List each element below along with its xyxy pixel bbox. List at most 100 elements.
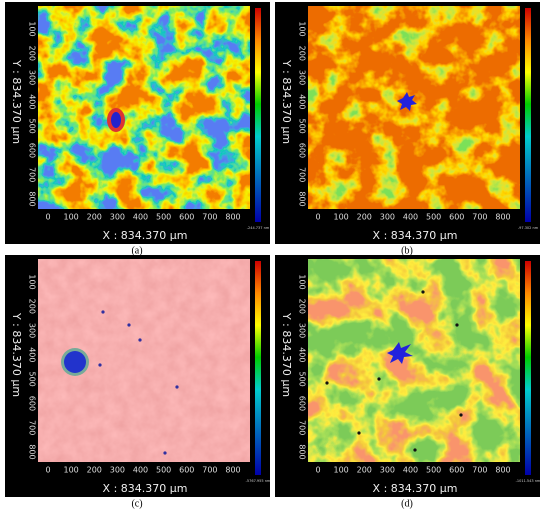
x-tick-label: 300 xyxy=(110,213,125,222)
color-bar xyxy=(525,261,531,475)
pit xyxy=(138,338,142,342)
y-tick-label: 700 xyxy=(28,167,37,182)
y-tick-label: 200 xyxy=(298,46,307,61)
pit xyxy=(175,385,179,389)
y-tick-label: 500 xyxy=(28,372,37,387)
y-tick-label: 300 xyxy=(28,70,37,85)
y-tick-label: 100 xyxy=(28,21,37,36)
x-tick-label: 600 xyxy=(449,213,464,222)
y-tick-label: 600 xyxy=(28,396,37,411)
x-tick-label: 100 xyxy=(333,213,348,222)
x-tick-label: 500 xyxy=(156,466,171,475)
x-tick-label: 200 xyxy=(87,466,102,475)
panels: -244.737 nm 0 100 200 300 400 500 600 700 800 100 2… xyxy=(5,2,541,509)
x-tick-label: 0 xyxy=(315,466,320,475)
pit xyxy=(421,290,425,294)
y-tick-label: 400 xyxy=(28,347,37,362)
y-tick-label: 600 xyxy=(298,143,307,158)
y-tick-label: 600 xyxy=(298,396,307,411)
x-tick-label: 300 xyxy=(380,466,395,475)
x-tick-label: 300 xyxy=(380,213,395,222)
scale-min: -97.302 nm xyxy=(518,226,539,230)
pit xyxy=(98,363,102,367)
defect xyxy=(64,351,86,373)
x-tick-label: 500 xyxy=(426,466,441,475)
y-tick-label: 300 xyxy=(298,323,307,338)
x-tick-label: 600 xyxy=(449,466,464,475)
panel: -97.302 nm 0 100 200 300 400 500 600 700 800 100 20… xyxy=(275,2,540,256)
y-axis-label: Y : 834.370 µm xyxy=(280,59,293,144)
x-tick-label: 100 xyxy=(333,466,348,475)
y-tick-label: 100 xyxy=(28,274,37,289)
y-tick-label: 500 xyxy=(28,119,37,134)
x-axis-label: X : 834.370 µm xyxy=(103,482,188,495)
caption: (a) xyxy=(131,245,142,256)
x-tick-label: 700 xyxy=(202,466,217,475)
y-tick-label: 500 xyxy=(298,119,307,134)
scale-min: -5767.955 nm xyxy=(246,479,271,483)
y-axis-label: Y : 834.370 µm xyxy=(10,59,23,144)
y-axis-label: Y : 834.370 µm xyxy=(10,312,23,397)
pit xyxy=(357,431,361,435)
caption: (b) xyxy=(401,245,413,256)
pit xyxy=(377,377,381,381)
x-tick-label: 400 xyxy=(403,466,418,475)
x-tick-label: 200 xyxy=(87,213,102,222)
caption: (d) xyxy=(401,498,413,509)
x-tick-label: 300 xyxy=(110,466,125,475)
x-tick-label: 800 xyxy=(495,466,510,475)
x-tick-label: 0 xyxy=(45,213,50,222)
y-tick-label: 400 xyxy=(298,94,307,109)
pit xyxy=(163,451,167,455)
y-tick-label: 800 xyxy=(298,191,307,206)
color-bar xyxy=(525,8,531,222)
x-tick-label: 100 xyxy=(63,466,78,475)
y-tick-label: 200 xyxy=(298,299,307,314)
scale-min: -1011.543 nm xyxy=(516,479,541,483)
x-tick-label: 0 xyxy=(45,466,50,475)
y-tick-label: 100 xyxy=(298,274,307,289)
y-tick-label: 100 xyxy=(298,21,307,36)
panel: -5767.955 nm 0 100 200 300 400 500 600 700 800 100… xyxy=(5,255,271,509)
x-axis-label: X : 834.370 µm xyxy=(373,482,458,495)
y-tick-label: 300 xyxy=(28,323,37,338)
pit xyxy=(455,323,459,327)
y-tick-label: 800 xyxy=(298,444,307,459)
y-tick-label: 200 xyxy=(28,46,37,61)
caption: (c) xyxy=(131,498,142,509)
x-tick-label: 600 xyxy=(179,213,194,222)
x-tick-label: 800 xyxy=(225,213,240,222)
panel: -244.737 nm 0 100 200 300 400 500 600 700 800 100 2… xyxy=(5,2,270,256)
x-tick-label: 200 xyxy=(357,213,372,222)
pit xyxy=(459,413,463,417)
defect xyxy=(387,342,413,364)
x-tick-label: 500 xyxy=(426,213,441,222)
y-axis-label: Y : 834.370 µm xyxy=(280,312,293,397)
x-tick-label: 800 xyxy=(495,213,510,222)
x-tick-label: 400 xyxy=(133,213,148,222)
panel: -1011.543 nm 0 100 200 300 400 500 600 700 800 100… xyxy=(275,255,541,509)
y-tick-label: 400 xyxy=(28,94,37,109)
pit xyxy=(413,448,417,452)
x-tick-label: 200 xyxy=(357,466,372,475)
y-tick-label: 800 xyxy=(28,444,37,459)
pit xyxy=(101,310,105,314)
y-tick-label: 500 xyxy=(298,372,307,387)
x-tick-label: 500 xyxy=(156,213,171,222)
x-tick-label: 600 xyxy=(179,466,194,475)
y-tick-label: 200 xyxy=(28,299,37,314)
height-map xyxy=(308,259,520,462)
y-tick-label: 700 xyxy=(298,420,307,435)
height-map xyxy=(38,6,250,209)
color-bar xyxy=(255,8,261,222)
x-tick-label: 700 xyxy=(202,213,217,222)
x-tick-label: 700 xyxy=(472,213,487,222)
color-bar xyxy=(255,261,261,475)
x-tick-label: 400 xyxy=(403,213,418,222)
defect xyxy=(397,92,417,111)
x-axis-label: X : 834.370 µm xyxy=(103,229,188,242)
x-axis-label: X : 834.370 µm xyxy=(373,229,458,242)
y-tick-label: 300 xyxy=(298,70,307,85)
x-tick-label: 400 xyxy=(133,466,148,475)
